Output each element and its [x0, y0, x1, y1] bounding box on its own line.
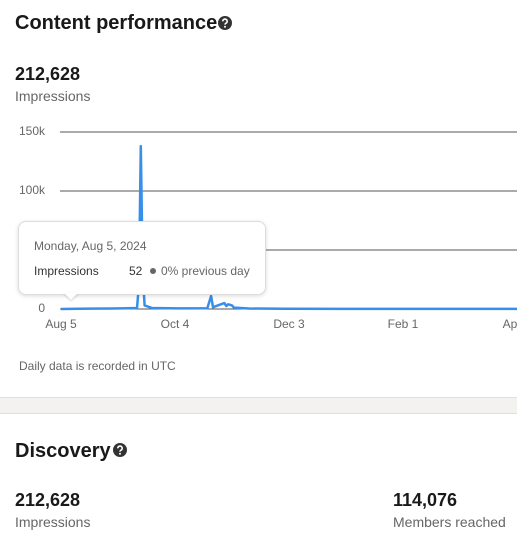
- tooltip-pointer: [64, 293, 78, 300]
- x-tick-label: Dec 3: [273, 317, 305, 331]
- metric-label: Impressions: [15, 514, 91, 530]
- section-title: Content performance: [15, 12, 218, 34]
- tooltip-date: Monday, Aug 5, 2024: [34, 239, 147, 253]
- y-tick-label: 100k: [19, 183, 46, 197]
- tooltip: Monday, Aug 5, 2024 Impressions 52 0% pr…: [18, 221, 266, 295]
- section-title: Discovery: [15, 440, 111, 462]
- x-tick-label: Aug 5: [45, 317, 77, 331]
- summary-label: Impressions: [15, 88, 91, 104]
- x-tick-label: Oct 4: [161, 317, 190, 331]
- tooltip-change: 0% previous day: [161, 264, 250, 278]
- metric-value: 212,628: [15, 490, 81, 510]
- y-tick-label: 0: [38, 301, 45, 315]
- summary-value: 212,628: [15, 64, 81, 84]
- bullet: [150, 268, 156, 274]
- help-icon[interactable]: [218, 16, 232, 30]
- metric-label: Members reached: [393, 514, 506, 530]
- divider: [0, 397, 517, 414]
- help-icon[interactable]: [113, 443, 127, 457]
- y-tick-label: 150k: [19, 124, 46, 138]
- footnote: Daily data is recorded in UTC: [19, 359, 176, 373]
- metric-value: 114,076: [393, 490, 458, 510]
- x-tick-label: Feb 1: [388, 317, 419, 331]
- x-tick-label: Apr 2: [503, 317, 517, 331]
- tooltip-value: 52: [129, 264, 143, 278]
- tooltip-series: Impressions: [34, 264, 99, 278]
